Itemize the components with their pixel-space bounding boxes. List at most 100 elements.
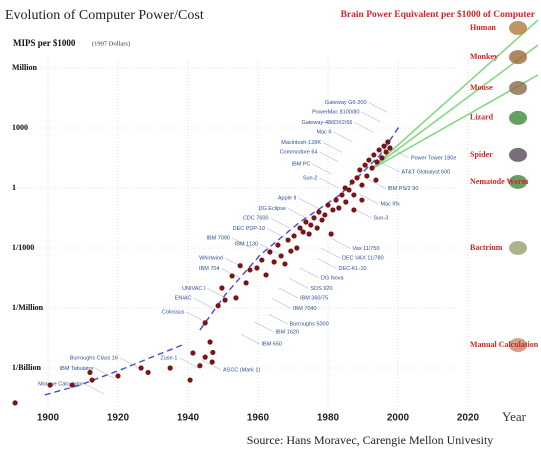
data-point: [210, 359, 215, 364]
data-point: [282, 261, 287, 266]
brain-icon: [509, 111, 527, 125]
data-point: [387, 145, 392, 150]
data-point: [370, 165, 375, 170]
brain-icon: [509, 21, 527, 35]
data-point: [322, 212, 327, 217]
brain-level-label: Mouse: [470, 83, 493, 92]
chart: Evolution of Computer Power/Cost MIPS pe…: [0, 0, 541, 453]
data-point: [311, 215, 316, 220]
data-point: [294, 245, 299, 250]
data-point: [219, 285, 224, 290]
data-point: [90, 377, 95, 382]
annotation: DEC-KL-10: [339, 266, 367, 272]
y-tick-label: 1/1000: [12, 243, 34, 252]
data-point: [325, 202, 330, 207]
data-point: [247, 267, 252, 272]
data-point: [346, 187, 351, 192]
data-point: [336, 205, 341, 210]
data-point: [303, 219, 308, 224]
brain-icon: [509, 148, 527, 162]
annotation: DEC PDP-10: [233, 226, 265, 232]
data-point: [301, 229, 306, 234]
data-point: [263, 272, 268, 277]
data-point: [203, 355, 208, 360]
data-point: [115, 373, 120, 378]
data-point: [379, 155, 384, 160]
annotation: IBM 1130: [235, 241, 258, 247]
data-point: [146, 370, 151, 375]
brain-level-label: Monkey: [470, 52, 498, 61]
annotation: Mac IIfx: [381, 201, 401, 207]
annotation: IBM 1620: [276, 329, 300, 335]
data-point: [210, 350, 215, 355]
x-tick-label: 1980: [317, 413, 340, 424]
data-point: [190, 350, 195, 355]
data-point: [272, 259, 277, 264]
y-tick-label: 1/Million: [12, 303, 44, 312]
annotation: ENIAC: [175, 295, 192, 301]
data-point: [351, 192, 356, 197]
annotation: IBM 7040: [293, 306, 317, 312]
annotation: IBM 7090: [206, 235, 230, 241]
brain-level-label: Lizard: [470, 113, 494, 122]
y-tick-label: Million: [12, 63, 37, 72]
annotation: DG Nova: [321, 275, 345, 281]
data-point: [315, 225, 320, 230]
data-point: [319, 217, 324, 222]
data-point: [275, 242, 280, 247]
data-point: [339, 192, 344, 197]
data-point: [13, 400, 18, 405]
data-point: [350, 179, 355, 184]
data-point: [357, 167, 362, 172]
data-point: [197, 363, 202, 368]
data-point: [203, 320, 208, 325]
data-point: [223, 297, 228, 302]
data-point: [230, 273, 235, 278]
x-tick-label: 2000: [387, 413, 410, 424]
x-tick-label: 1900: [37, 413, 60, 424]
data-point: [139, 365, 144, 370]
chart-title: Evolution of Computer Power/Cost: [5, 8, 204, 23]
annotation: IBM PC: [292, 161, 311, 167]
data-point: [359, 182, 364, 187]
annotation: Sun-3: [374, 215, 389, 221]
data-point: [267, 249, 272, 254]
data-point: [238, 263, 243, 268]
x-tick-label: 1920: [107, 413, 130, 424]
data-point: [371, 152, 376, 157]
brain-level-label: Bactrium: [470, 243, 503, 252]
y-label-note: (1997 Dollars): [92, 40, 130, 47]
data-point: [384, 149, 389, 154]
data-point: [188, 377, 193, 382]
right-title: Brain Power Equivalent per $1000 of Comp…: [341, 9, 536, 20]
x-tick-label: 2020: [457, 413, 480, 424]
brain-icon: [509, 50, 527, 64]
annotation: Monroe Calculator: [38, 381, 83, 387]
annotation: Whirlwind: [199, 255, 223, 261]
annotation: UNIVAC I: [182, 286, 206, 292]
data-point: [244, 280, 249, 285]
data-point: [354, 175, 359, 180]
annotation: DG Eclipse: [258, 206, 286, 212]
data-point: [333, 197, 338, 202]
data-point: [233, 295, 238, 300]
x-tick-label: 1960: [247, 413, 270, 424]
data-point: [385, 139, 390, 144]
data-point: [308, 222, 313, 227]
annotation: Vax 11/750: [353, 246, 380, 252]
annotation: Gateway G6-200: [325, 100, 367, 106]
x-label: Year: [502, 409, 527, 424]
annotation: IBM 704: [199, 266, 219, 272]
annotation: SDS 920: [311, 286, 333, 292]
data-point: [359, 197, 364, 202]
annotation: PowerMac 8100/80: [312, 109, 359, 115]
annotation: DEC VAX 11/780: [342, 255, 384, 261]
brain-level-label: Spider: [470, 150, 493, 159]
data-point: [374, 159, 379, 164]
data-point: [351, 207, 356, 212]
annotation: Apple II: [278, 195, 297, 201]
annotation: Gateway-486DX2/66: [301, 120, 352, 126]
annotation: CDC 7600: [243, 215, 269, 221]
brain-icon: [509, 241, 527, 255]
data-point: [381, 143, 386, 148]
